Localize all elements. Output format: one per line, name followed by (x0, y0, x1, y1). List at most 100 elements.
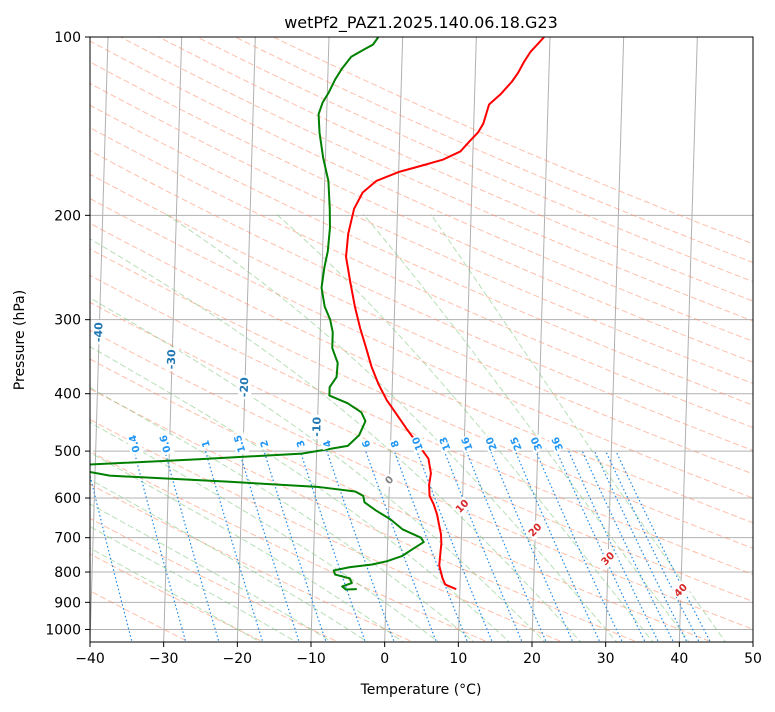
moist-adiabat-line (90, 346, 511, 642)
mixing-ratio-line (605, 450, 700, 642)
dry-adiabat-line (90, 197, 753, 499)
label-background (598, 548, 619, 569)
label-background (525, 520, 546, 541)
dry-adiabat-line (90, 222, 753, 524)
label-background (452, 496, 473, 517)
label-background (198, 437, 214, 450)
mixing-ratio-label: 36 (550, 435, 566, 452)
label-background (257, 437, 273, 451)
moist-adiabat-line (275, 213, 654, 642)
x-tick-label: −10 (296, 651, 326, 667)
y-axis-label: Pressure (hPa) (12, 290, 28, 390)
moist-adiabat-line (90, 478, 369, 642)
mixing-ratio-line (238, 450, 300, 642)
mixing-ratio-line (299, 450, 366, 642)
mixing-ratio-line (263, 450, 327, 642)
label-background (310, 414, 325, 439)
isotherm-line (531, 37, 551, 642)
mixing-ratio-line (594, 450, 688, 642)
label-background (293, 437, 309, 451)
mixing-ratio-line (416, 450, 493, 642)
label-background (436, 434, 455, 454)
mixing-ratio-line (615, 450, 712, 642)
dry-adiabat-line (157, 37, 753, 302)
dry-adiabat-line (195, 37, 753, 283)
y-tick-label: 600 (54, 491, 81, 507)
mixing-ratio-label: 20 (484, 435, 499, 452)
x-tick-label: 0 (380, 651, 389, 667)
label-background (381, 472, 398, 489)
x-tick-label: 40 (670, 651, 688, 667)
dry-adiabat-line (90, 301, 753, 603)
mixing-ratio-label: 0.4 (128, 434, 143, 454)
label-background (165, 347, 179, 372)
dry-adiabat-line (90, 517, 340, 642)
y-tick-label: 700 (54, 531, 81, 547)
dry-adiabat-line (90, 274, 753, 576)
moist-adiabat-line (362, 213, 690, 642)
label-background (320, 437, 336, 451)
label-background (527, 434, 546, 454)
profile-lines (90, 37, 545, 591)
dry-adiabat-line (90, 418, 564, 642)
dry-adiabat-line (90, 150, 753, 452)
chart-title: wetPf2_PAZ1.2025.140.06.18.G23 (284, 13, 558, 33)
isotherm-line (384, 37, 404, 642)
mixing-ratio-line (164, 450, 220, 642)
dry-adiabat-label: -10 (310, 416, 324, 437)
mixing-ratio-label: 30 (530, 435, 546, 452)
mixing-ratio-label: 3 (295, 439, 308, 449)
label-background (409, 434, 427, 454)
mixing-ratio-line (535, 450, 624, 642)
x-tick-label: −30 (149, 651, 179, 667)
dry-adiabat-line (90, 248, 753, 549)
mixing-ratio-label: 16 (460, 435, 475, 452)
line-labels: -100-90-80-70-60-50-40-30-20-100.10.20.4… (90, 320, 691, 601)
moist-adiabat-line (90, 503, 333, 642)
y-tick-label: 100 (54, 30, 81, 46)
dry-adiabat-line (234, 37, 753, 264)
moist-adiabat-line (90, 452, 404, 642)
mixing-ratio-label: 13 (438, 435, 453, 452)
label-background (358, 437, 375, 451)
y-tick-label: 400 (54, 387, 81, 403)
y-tick-label: 900 (54, 595, 81, 611)
mixing-ratio-label: 1.5 (233, 433, 249, 453)
background-lines (90, 37, 753, 642)
mixing-ratio-line (365, 450, 438, 642)
dry-adiabat-line (90, 483, 415, 642)
x-tick-label: 10 (449, 651, 467, 667)
moist-adiabat-line (90, 547, 262, 642)
dry-adiabat-line (90, 104, 753, 406)
mixing-ratio-label: 4 (322, 438, 335, 448)
isotherm-line (678, 37, 698, 642)
label-background (238, 375, 252, 400)
dry-adiabat-label: -20 (238, 377, 252, 398)
x-tick-label: −40 (75, 651, 105, 667)
mixing-ratio-label: 1 (200, 439, 213, 449)
axes: −40 −30 −20 −10 0 10 20 30 40 5010020030040050060… (45, 30, 762, 667)
dewpoint-profile-line (90, 37, 425, 591)
plot-frame (89, 36, 754, 643)
moist-adiabat-line (90, 386, 475, 642)
dry-adiabat-line (90, 450, 489, 642)
dry-adiabat-label: -40 (92, 322, 106, 343)
isotherm-line (236, 37, 256, 642)
label-background (230, 431, 250, 456)
mixing-ratio-line (133, 450, 187, 642)
dry-adiabat-line (272, 37, 753, 245)
mixing-ratio-label: 25 (509, 435, 525, 452)
x-axis-label: Temperature (°C) (360, 682, 482, 698)
label-background (156, 431, 175, 456)
dry-adiabat-line (90, 61, 753, 363)
isotherm-line (163, 37, 183, 642)
label-background (507, 434, 526, 454)
dry-adiabat-line (90, 40, 753, 342)
mixing-ratio-line (326, 450, 395, 642)
y-tick-label: 500 (54, 444, 81, 460)
mixing-ratio-line (393, 450, 469, 642)
isotherm-line (605, 37, 625, 642)
label-background (548, 434, 567, 454)
mixing-ratio-label: 2 (259, 439, 272, 449)
